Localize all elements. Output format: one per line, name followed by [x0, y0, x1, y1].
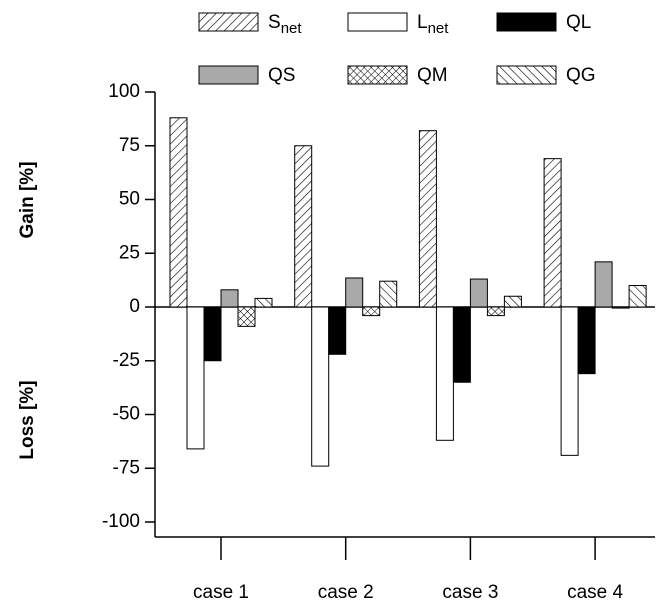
- bar: [220, 289, 239, 308]
- bar: [362, 306, 381, 317]
- bar: [379, 280, 398, 308]
- legend-swatch: [347, 65, 408, 85]
- y-tick-label: 0: [129, 296, 140, 317]
- x-tick-label: case 1: [193, 582, 249, 603]
- bar: [328, 306, 347, 355]
- legend-label: Snet: [268, 12, 302, 37]
- bar: [254, 297, 273, 308]
- bar: [203, 306, 222, 362]
- legend-swatch: [198, 65, 259, 85]
- legend-label: QL: [566, 12, 591, 33]
- y-tick-label: -50: [113, 404, 140, 425]
- bar: [486, 306, 505, 317]
- legend-swatch: [347, 12, 408, 32]
- bar: [294, 145, 313, 308]
- bar: [503, 295, 522, 308]
- y-tick-label: 50: [119, 189, 140, 210]
- legend-label: Lnet: [417, 12, 449, 37]
- legend-label-text: QM: [417, 65, 448, 86]
- legend-label-sub: net: [428, 20, 450, 37]
- y-label-loss: Loss [%]: [17, 380, 38, 459]
- x-tick-label: case 3: [442, 582, 498, 603]
- bar: [594, 261, 613, 308]
- y-tick-label: -100: [102, 511, 140, 532]
- bar: [345, 277, 364, 308]
- y-label-gain: Gain [%]: [17, 161, 38, 238]
- legend-label: QG: [566, 65, 596, 86]
- bar: [560, 306, 579, 456]
- bar: [169, 117, 188, 308]
- bar: [543, 158, 562, 308]
- bar: [628, 285, 647, 308]
- y-tick-label: -25: [113, 350, 140, 371]
- legend-label: QS: [268, 65, 295, 86]
- y-tick-label: 100: [108, 81, 140, 102]
- legend-swatch: [496, 12, 557, 32]
- legend-label: QM: [417, 65, 448, 86]
- y-tick-label: 25: [119, 242, 140, 263]
- legend-label-text: S: [268, 12, 281, 33]
- legend-label-text: QG: [566, 65, 596, 86]
- legend-label-text: QS: [268, 65, 295, 86]
- legend-label-text: L: [417, 12, 428, 33]
- x-tick-label: case 2: [318, 582, 374, 603]
- bar: [311, 306, 330, 467]
- bar: [577, 306, 596, 375]
- y-tick-label: -75: [113, 457, 140, 478]
- legend-swatch: [496, 65, 557, 85]
- bar: [418, 130, 437, 308]
- bar: [237, 306, 256, 327]
- legend-label-sub: net: [281, 20, 303, 37]
- bar: [452, 306, 471, 383]
- y-tick-label: 75: [119, 135, 140, 156]
- bar: [611, 306, 630, 309]
- legend-label-text: QL: [566, 12, 591, 33]
- legend-swatch: [198, 12, 259, 32]
- bar: [186, 306, 205, 450]
- bar: [435, 306, 454, 441]
- x-tick-label: case 4: [567, 582, 623, 603]
- bar: [469, 278, 488, 308]
